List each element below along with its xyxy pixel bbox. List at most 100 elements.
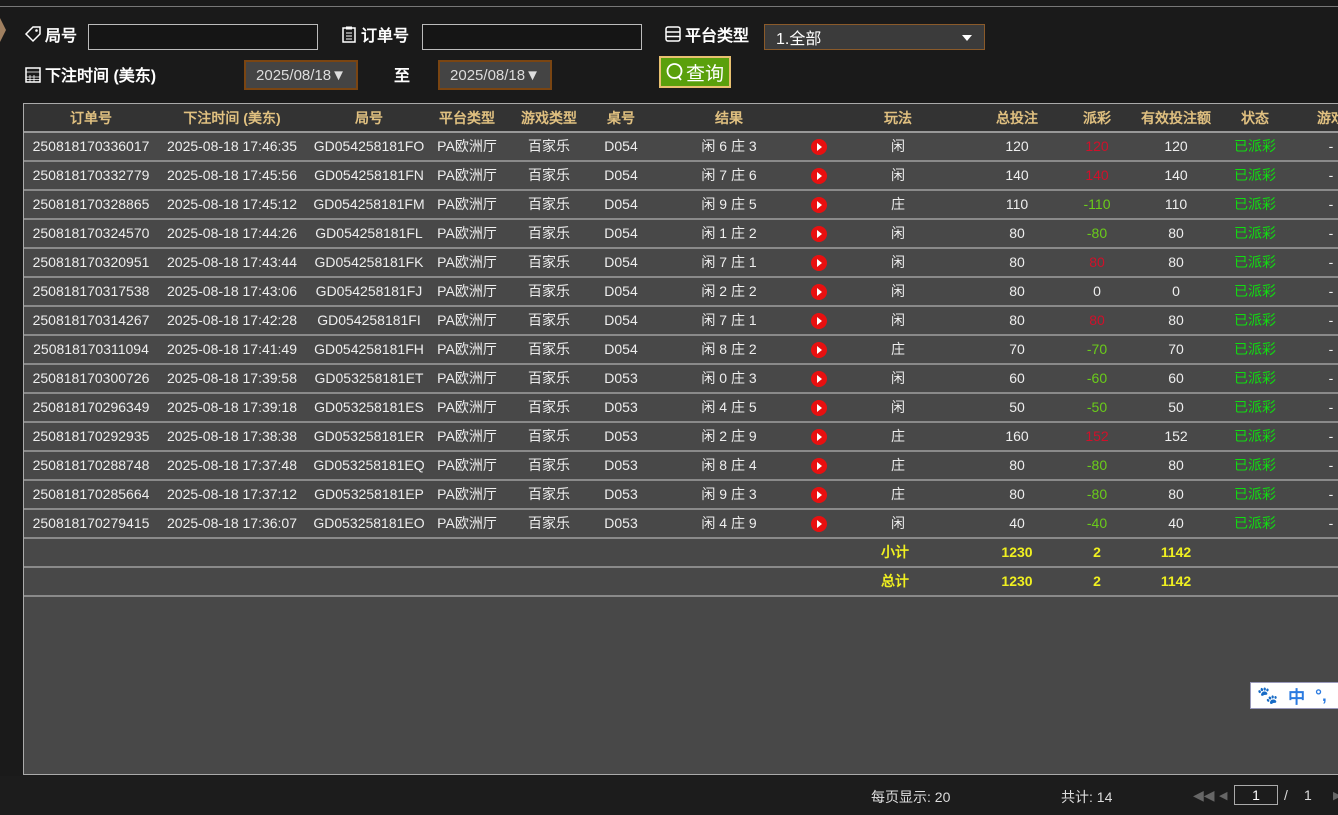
cell-game: - bbox=[1328, 515, 1334, 531]
cell-play-type: 庄 bbox=[891, 341, 905, 357]
cell-total-bet: 110 bbox=[1005, 196, 1029, 212]
play-video-icon[interactable] bbox=[811, 226, 827, 242]
cell-round-no: GD054258181FJ bbox=[315, 283, 423, 299]
table-row: 250818170285664 2025-08-18 17:37:12 GD0532… bbox=[24, 481, 1338, 510]
table-row: 250818170320951 2025-08-18 17:43:44 GD0542… bbox=[24, 249, 1338, 278]
cell-platform: PA欧洲厅 bbox=[437, 167, 497, 183]
cell-game: - bbox=[1328, 167, 1334, 183]
cell-bet-time: 2025-08-18 17:37:12 bbox=[167, 486, 297, 502]
cell-result: 闲 4 庄 5 bbox=[701, 399, 757, 415]
next-page-icon[interactable]: ▶ bbox=[1333, 790, 1338, 802]
cell-valid-bet: 80 bbox=[1168, 254, 1184, 270]
platform-select[interactable]: 1.全部 bbox=[764, 24, 985, 50]
header-game: 游戏 bbox=[1317, 110, 1338, 126]
page-input[interactable] bbox=[1234, 785, 1278, 805]
cell-order-no: 250818170314267 bbox=[32, 312, 150, 328]
cell-payout: -40 bbox=[1086, 515, 1108, 531]
side-tab-handle[interactable] bbox=[0, 18, 6, 42]
cell-table-no: D053 bbox=[604, 370, 638, 386]
cell-total-bet: 80 bbox=[1009, 457, 1025, 473]
cell-status: 已派彩 bbox=[1234, 399, 1276, 415]
server-icon bbox=[665, 26, 681, 42]
cell-order-no: 250818170279415 bbox=[32, 515, 150, 531]
table-row: 250818170324570 2025-08-18 17:44:26 GD0542… bbox=[24, 220, 1338, 249]
cell-valid-bet: 152 bbox=[1164, 428, 1188, 444]
cell-order-no: 250818170320951 bbox=[32, 254, 150, 270]
top-border bbox=[0, 6, 1338, 7]
cell-payout: 80 bbox=[1089, 254, 1105, 270]
cell-order-no: 250818170336017 bbox=[32, 138, 150, 154]
header-platform: 平台类型 bbox=[439, 110, 495, 126]
round-input[interactable] bbox=[88, 24, 318, 50]
cell-status: 已派彩 bbox=[1234, 196, 1276, 212]
ime-toolbar[interactable]: 🐾 中 °, bbox=[1250, 682, 1338, 709]
cell-play-type: 庄 bbox=[891, 428, 905, 444]
order-input[interactable] bbox=[422, 24, 642, 50]
table-header: 订单号 下注时间 (美东) 局号 平台类型 游戏类型 桌号 结果 玩法 总投注 派彩 有效投注额 状态… bbox=[24, 104, 1338, 133]
cell-platform: PA欧洲厅 bbox=[437, 428, 497, 444]
table-row: 250818170336017 2025-08-18 17:46:35 GD0542… bbox=[24, 133, 1338, 162]
cell-valid-bet: 80 bbox=[1168, 225, 1184, 241]
date-to-picker[interactable]: 2025/08/18▼ bbox=[438, 60, 552, 90]
cell-platform: PA欧洲厅 bbox=[437, 225, 497, 241]
cell-order-no: 250818170300726 bbox=[32, 370, 150, 386]
cell-bet-time: 2025-08-18 17:37:48 bbox=[167, 457, 297, 473]
cell-platform: PA欧洲厅 bbox=[437, 457, 497, 473]
cell-round-no: GD054258181FO bbox=[313, 138, 425, 154]
cell-platform: PA欧洲厅 bbox=[437, 515, 497, 531]
query-button[interactable]: 查询 bbox=[659, 56, 731, 88]
cell-round-no: GD053258181ES bbox=[314, 399, 424, 415]
page-separator: / bbox=[1284, 787, 1288, 803]
round-label: 局号 bbox=[24, 22, 77, 46]
cell-payout: -60 bbox=[1086, 370, 1108, 386]
first-page-icon[interactable]: ◀◀ bbox=[1193, 787, 1215, 803]
play-video-icon[interactable] bbox=[811, 139, 827, 155]
play-video-icon[interactable] bbox=[811, 168, 827, 184]
cell-game: - bbox=[1328, 138, 1334, 154]
cell-status: 已派彩 bbox=[1234, 225, 1276, 241]
play-video-icon[interactable] bbox=[811, 342, 827, 358]
play-video-icon[interactable] bbox=[811, 516, 827, 532]
platform-label: 平台类型 bbox=[664, 22, 749, 46]
cell-bet-time: 2025-08-18 17:43:44 bbox=[167, 254, 297, 270]
play-video-icon[interactable] bbox=[811, 487, 827, 503]
calendar-icon bbox=[25, 67, 41, 83]
cell-table-no: D053 bbox=[604, 486, 638, 502]
cell-round-no: GD054258181FH bbox=[314, 341, 424, 357]
play-video-icon[interactable] bbox=[811, 197, 827, 213]
cell-game-type: 百家乐 bbox=[528, 138, 570, 154]
play-video-icon[interactable] bbox=[811, 371, 827, 387]
cell-order-no: 250818170288748 bbox=[32, 457, 150, 473]
cell-status: 已派彩 bbox=[1234, 428, 1276, 444]
date-from-picker[interactable]: 2025/08/18▼ bbox=[244, 60, 358, 90]
cell-order-no: 250818170285664 bbox=[32, 486, 150, 502]
cell-valid-bet: 50 bbox=[1168, 399, 1184, 415]
cell-bet-time: 2025-08-18 17:39:58 bbox=[167, 370, 297, 386]
play-video-icon[interactable] bbox=[811, 313, 827, 329]
cell-play-type: 闲 bbox=[891, 515, 905, 531]
header-result: 结果 bbox=[715, 110, 743, 126]
header-round-no: 局号 bbox=[355, 110, 383, 126]
play-video-icon[interactable] bbox=[811, 400, 827, 416]
header-payout: 派彩 bbox=[1083, 110, 1111, 126]
play-video-icon[interactable] bbox=[811, 458, 827, 474]
cell-game-type: 百家乐 bbox=[528, 399, 570, 415]
play-video-icon[interactable] bbox=[811, 429, 827, 445]
header-order-no: 订单号 bbox=[70, 110, 112, 126]
cell-total-bet: 40 bbox=[1009, 515, 1025, 531]
prev-page-icon[interactable]: ◀ bbox=[1219, 790, 1228, 802]
cell-play-type: 庄 bbox=[891, 196, 905, 212]
cell-status: 已派彩 bbox=[1234, 138, 1276, 154]
cell-result: 闲 1 庄 2 bbox=[701, 225, 757, 241]
cell-table-no: D053 bbox=[604, 428, 638, 444]
cell-payout: 140 bbox=[1085, 167, 1109, 183]
play-video-icon[interactable] bbox=[811, 284, 827, 300]
cell-total-bet: 70 bbox=[1009, 341, 1025, 357]
cell-valid-bet: 40 bbox=[1168, 515, 1184, 531]
cell-table-no: D054 bbox=[604, 341, 638, 357]
cell-valid-bet: 120 bbox=[1164, 138, 1188, 154]
cell-bet-time: 2025-08-18 17:45:56 bbox=[167, 167, 297, 183]
cell-game: - bbox=[1328, 428, 1334, 444]
cell-order-no: 250818170311094 bbox=[33, 341, 149, 357]
play-video-icon[interactable] bbox=[811, 255, 827, 271]
